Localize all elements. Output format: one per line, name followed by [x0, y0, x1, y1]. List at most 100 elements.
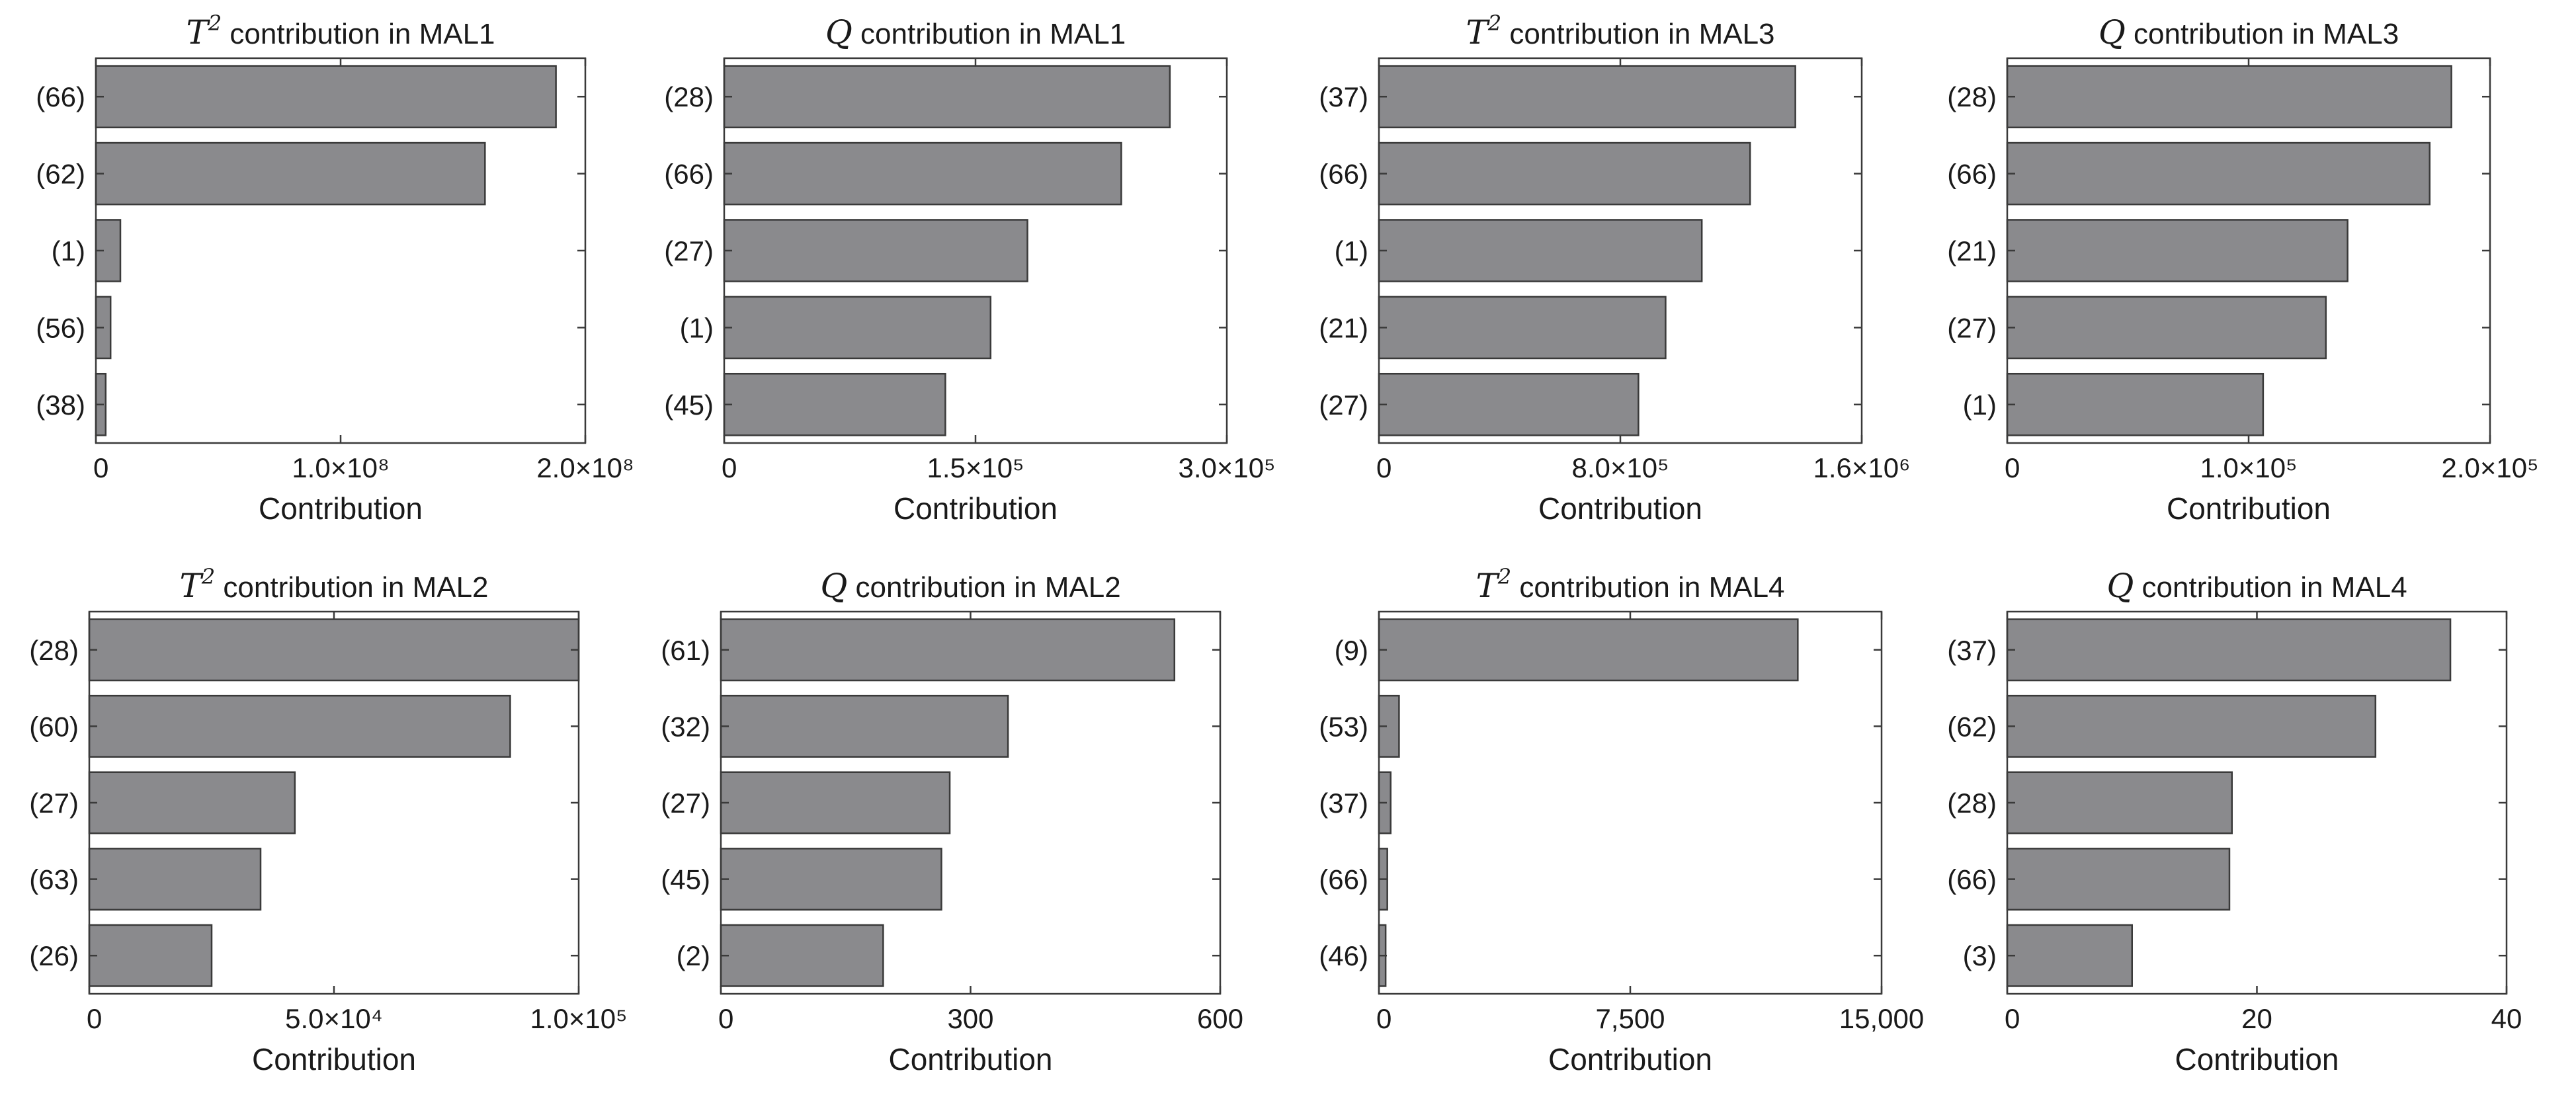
- title-symbol: Q: [2098, 13, 2126, 52]
- title-text: contribution in MAL3: [1501, 18, 1774, 50]
- title-symbol: T: [186, 13, 210, 52]
- category-label: (66): [1947, 159, 1997, 190]
- bar: [88, 694, 511, 758]
- x-tick-label: 20: [2241, 1003, 2272, 1034]
- bar: [720, 618, 1176, 682]
- bar: [720, 924, 884, 987]
- title-text: contribution in MAL4: [1511, 571, 1784, 604]
- bar: [88, 848, 262, 911]
- x-axis-label: Contribution: [259, 491, 423, 526]
- category-label: (2): [677, 940, 710, 971]
- category-label: (38): [36, 389, 85, 421]
- category-label: (45): [661, 864, 710, 895]
- title-superscript: 2: [1487, 11, 1501, 36]
- bar: [1378, 142, 1751, 206]
- bar: [2006, 372, 2264, 436]
- bar: [2006, 618, 2452, 682]
- category-label: (1): [52, 235, 85, 266]
- bar: [95, 65, 557, 129]
- bar: [723, 372, 946, 436]
- category-label: (37): [1319, 788, 1368, 819]
- x-tick-label: 0: [2005, 452, 2020, 483]
- bar: [88, 771, 296, 834]
- bar: [2006, 771, 2233, 834]
- category-label: (66): [1319, 159, 1368, 190]
- bar: [2006, 694, 2377, 758]
- x-tick-label: 1.5×10⁵: [927, 452, 1024, 483]
- bar: [720, 848, 942, 911]
- bar: [88, 924, 213, 987]
- x-tick-label: 1.0×10⁸: [292, 452, 389, 483]
- category-label: (3): [1963, 940, 1997, 971]
- bar: [723, 142, 1122, 206]
- title-superscript: 2: [1497, 564, 1511, 589]
- category-label: (27): [29, 788, 79, 819]
- chart-title: T2 contribution in MAL3: [1466, 11, 1774, 52]
- chart-panel-1: (66) (62) (1) (56) (38) 0 1.0×10⁸ 2.0×10⁸ Contri…: [36, 11, 634, 526]
- title-symbol: T: [1466, 13, 1490, 52]
- title-symbol: Q: [2106, 567, 2134, 605]
- x-tick-label: 1.0×10⁵: [530, 1003, 627, 1034]
- category-label: (27): [664, 235, 714, 266]
- category-label: (37): [1947, 635, 1997, 666]
- chart-title: T2 contribution in MAL1: [186, 11, 495, 52]
- x-tick-label: 2.0×10⁵: [2441, 452, 2538, 483]
- x-tick-label: 7,500: [1595, 1003, 1665, 1034]
- x-tick-label: 15,000: [1839, 1003, 1924, 1034]
- title-symbol: T: [1475, 567, 1500, 605]
- category-label: (66): [36, 81, 85, 112]
- category-label: (28): [1947, 788, 1997, 819]
- chart-title: Q contribution in MAL2: [820, 567, 1120, 605]
- x-tick-label: 300: [947, 1003, 993, 1034]
- chart-title: Q contribution in MAL1: [825, 13, 1126, 52]
- title-symbol: Q: [825, 13, 852, 52]
- chart-panel-5: (28) (60) (27) (63) (26) 0 5.0×10⁴ 1.0×10⁵ Contr…: [29, 564, 627, 1076]
- category-label: (61): [661, 635, 710, 666]
- title-text: contribution in MAL4: [2134, 571, 2407, 604]
- x-axis-label: Contribution: [1548, 1042, 1712, 1076]
- bar: [2006, 142, 2431, 206]
- bar: [723, 65, 1171, 129]
- category-label: (53): [1319, 711, 1368, 742]
- title-symbol: Q: [820, 567, 847, 605]
- bar: [2006, 848, 2231, 911]
- x-tick-label: 2.0×10⁸: [536, 452, 634, 483]
- category-label: (32): [661, 711, 710, 742]
- x-tick-label: 0: [722, 452, 737, 483]
- bar: [1378, 219, 1703, 282]
- title-superscript: 2: [201, 564, 215, 589]
- x-axis-label: Contribution: [2175, 1042, 2339, 1076]
- category-label: (1): [680, 312, 714, 343]
- x-tick-label: 1.6×10⁶: [1813, 452, 1911, 483]
- x-tick-label: 0: [1376, 1003, 1392, 1034]
- category-label: (60): [29, 711, 79, 742]
- chart-panel-4: (28) (66) (21) (27) (1) 0 1.0×10⁵ 2.0×10⁵ Contri…: [1947, 13, 2538, 526]
- category-label: (66): [1319, 864, 1368, 895]
- category-label: (46): [1319, 940, 1368, 971]
- x-tick-label: 40: [2491, 1003, 2522, 1034]
- title-symbol: T: [179, 567, 204, 605]
- chart-panel-3: (37) (66) (1) (21) (27) 0 8.0×10⁵ 1.6×10⁶ Contri…: [1319, 11, 1910, 526]
- chart-panel-8: (37) (62) (28) (66) (3) 0 20 40 Contribution Q co…: [1947, 567, 2522, 1076]
- title-text: contribution in MAL3: [2126, 18, 2399, 50]
- x-tick-label: 5.0×10⁴: [285, 1003, 383, 1034]
- chart-panel-6: (61) (32) (27) (45) (2) 0 300 600 Contribution Q …: [661, 567, 1243, 1076]
- category-label: (62): [36, 159, 85, 190]
- bar: [723, 219, 1028, 282]
- category-label: (56): [36, 312, 85, 343]
- x-tick-label: 0: [1376, 452, 1392, 483]
- x-axis-label: Contribution: [1538, 491, 1702, 526]
- chart-panel-2: (28) (66) (27) (1) (45) 0 1.5×10⁵ 3.0×10⁵ Contri…: [664, 13, 1275, 526]
- category-label: (27): [1319, 389, 1368, 421]
- x-tick-label: 0: [718, 1003, 733, 1034]
- category-label: (28): [664, 81, 714, 112]
- bar: [723, 296, 992, 360]
- title-text: contribution in MAL1: [852, 18, 1126, 50]
- bar: [2006, 65, 2452, 129]
- category-label: (26): [29, 940, 79, 971]
- bar: [1378, 296, 1667, 360]
- bar: [2006, 296, 2327, 360]
- category-label: (28): [1947, 81, 1997, 112]
- category-label: (27): [1947, 312, 1997, 343]
